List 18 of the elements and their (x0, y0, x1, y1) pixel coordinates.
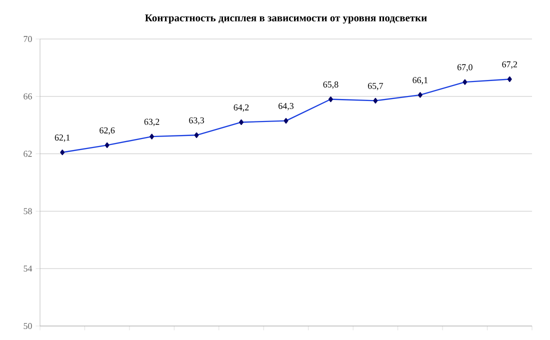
y-tick-label: 54 (24, 266, 32, 272)
data-label: 62,6 (100, 127, 115, 135)
data-label: 67,2 (502, 61, 517, 69)
y-tick-label: 66 (24, 93, 32, 100)
y-tick-label: 58 (24, 208, 32, 214)
chart-title: Контрастность дисплея в зависимости от уровня подсветки (145, 14, 427, 24)
data-label: 64,3 (278, 102, 294, 110)
data-label: 63,3 (189, 117, 204, 125)
y-tick-label: 70 (24, 36, 32, 42)
data-label: 65,7 (368, 82, 384, 90)
data-label: 63,2 (144, 118, 160, 126)
data-label: 66,1 (412, 77, 428, 84)
data-label: 65,8 (323, 81, 338, 89)
y-tick-label: 50 (24, 322, 32, 330)
y-tick-label: 62 (24, 150, 32, 157)
data-label: 67,0 (457, 64, 472, 72)
data-label: 64,2 (234, 104, 249, 112)
data-label: 62,1 (54, 134, 70, 142)
